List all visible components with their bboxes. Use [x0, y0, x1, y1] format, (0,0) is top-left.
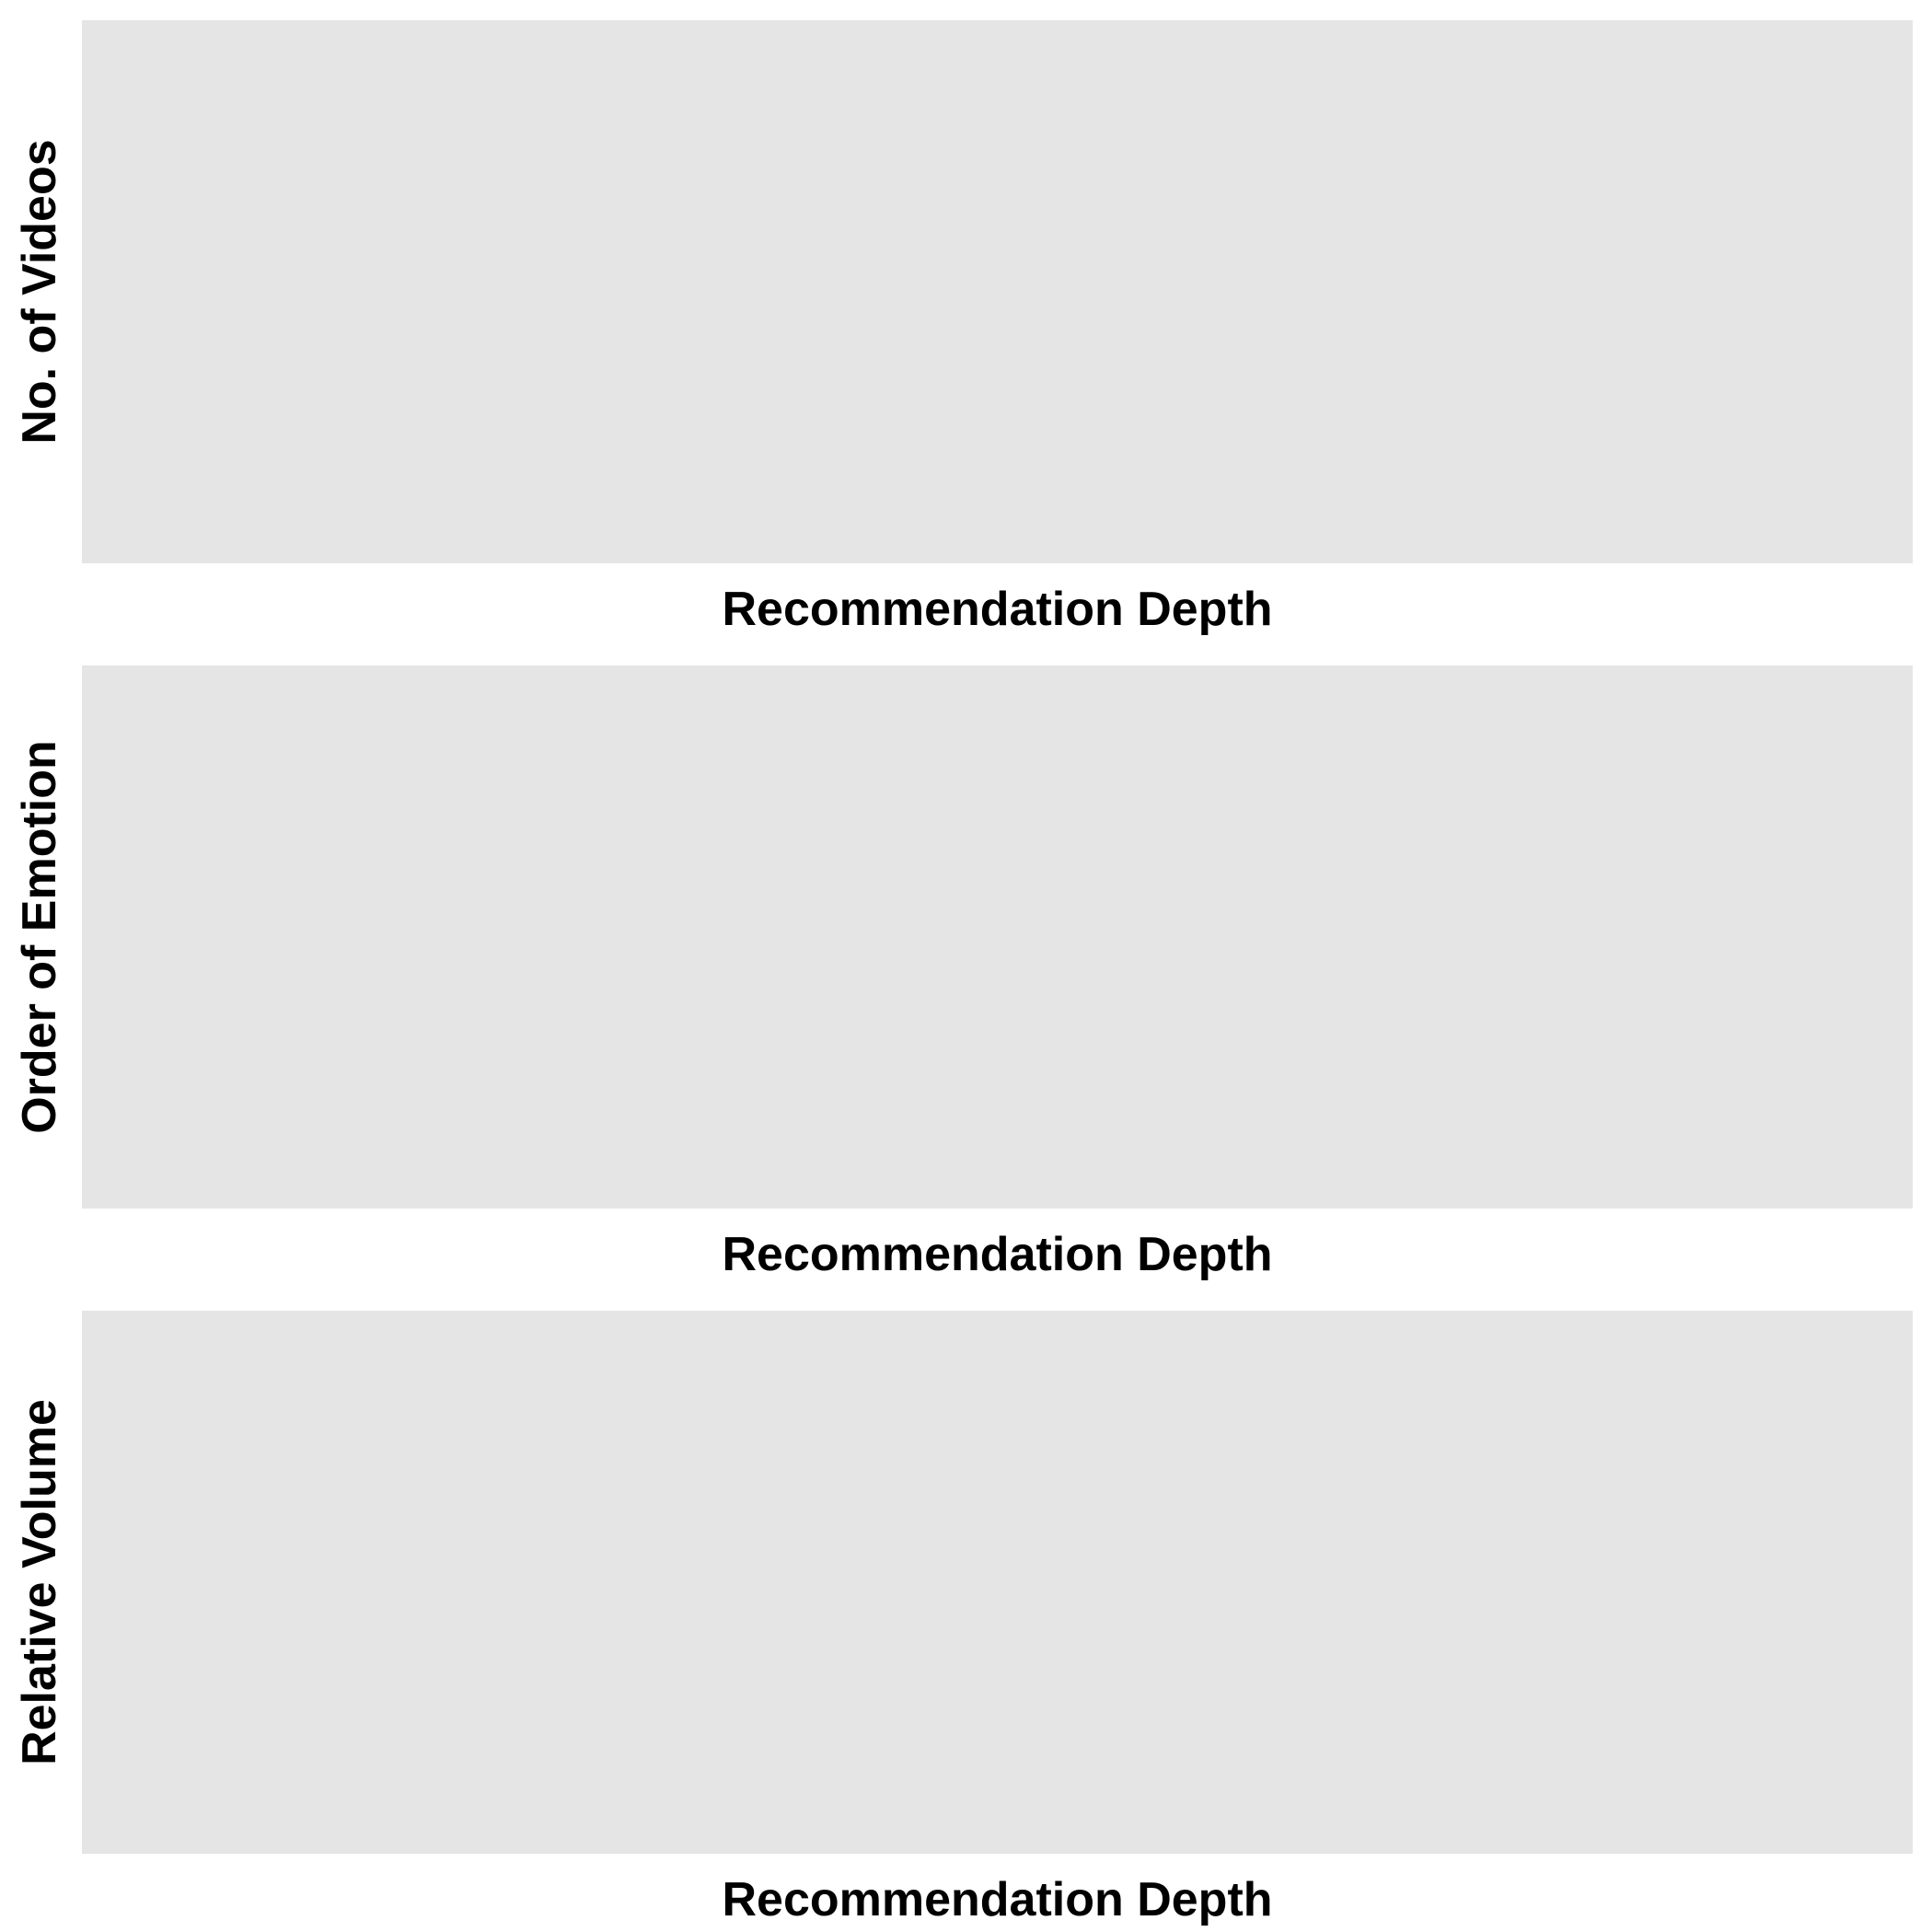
- plot-area-volume: [82, 1311, 1913, 1854]
- plot-area-videos: [82, 20, 1913, 563]
- y-axis-label-emotion: Order of Emotion: [13, 740, 66, 1134]
- x-axis-label-emotion: Recommendation Depth: [722, 1228, 1273, 1281]
- y-axis-label-videos: No. of Videos: [13, 139, 66, 445]
- x-axis-label-videos: Recommendation Depth: [722, 583, 1273, 636]
- x-axis-label-volume: Recommendation Depth: [722, 1873, 1273, 1926]
- plot-area-emotion: [82, 665, 1913, 1209]
- y-axis-label-volume: Relative Volume: [13, 1399, 66, 1765]
